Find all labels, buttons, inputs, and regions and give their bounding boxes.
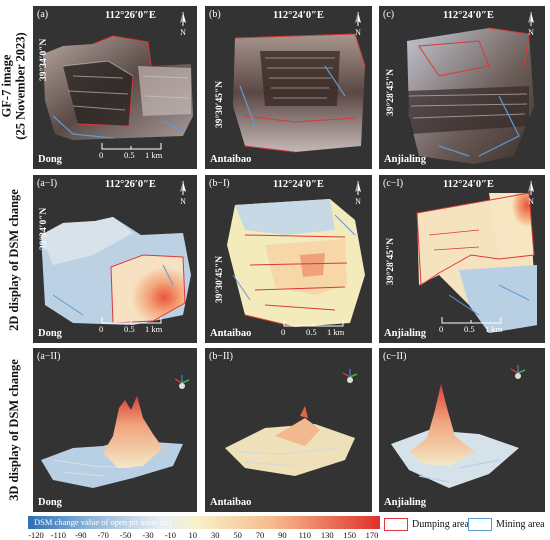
panel-a-3d: (a−II) Dong — [33, 348, 197, 512]
site-name: Dong — [38, 328, 62, 339]
dumping-label: Dumping area — [412, 519, 469, 530]
dsm-2d-map-antaibao — [227, 199, 365, 328]
legend-tick: -120 — [28, 530, 44, 540]
panel-c-gf7: (c) 112°24′0″E 39°28′45″N N Anjialing — [379, 6, 545, 169]
site-name: Antaibao — [210, 328, 252, 339]
legend-tick: -110 — [50, 530, 67, 540]
panel-label: (a−II) — [37, 351, 61, 362]
longitude-label: 112°26′0″E — [105, 179, 156, 190]
gf7-image-anjialing — [407, 27, 534, 164]
row-label-2d: 2D display of DSM change — [7, 189, 21, 331]
color-ramp-legend — [28, 516, 380, 529]
scale-bar: 0 0.5 1 km — [439, 317, 503, 339]
panel-c-2d: (c−I) 112°24′0″E 39°28′45″N N 0 0.5 1 km… — [379, 175, 545, 343]
site-name: Antaibao — [210, 497, 252, 508]
svg-text:N: N — [355, 197, 361, 205]
legend-ticks: -120 -110 -90 -70 -50 -30 -10 10 30 50 70 90 110 130 1… — [28, 530, 380, 540]
dsm-3d-view-anjialing — [391, 384, 519, 488]
north-arrow-icon: N — [180, 12, 186, 36]
panel-b-3d: (b−II) Antaibao — [205, 348, 372, 512]
legend-tick: -90 — [75, 530, 87, 540]
panel-label: (c) — [383, 9, 395, 20]
legend-dumping-area: Dumping area — [384, 518, 469, 531]
axis-gizmo-icon — [342, 369, 358, 383]
scale-bar: 0 0.5 1 km — [99, 143, 163, 165]
site-name: Antaibao — [210, 154, 252, 165]
longitude-label: 112°24′0″E — [273, 10, 324, 21]
panel-b-gf7: (b) 112°24′0″E 39°30′45″N N Antaibao — [205, 6, 372, 169]
panel-label: (b) — [209, 9, 221, 20]
gf7-image-antaibao — [233, 33, 366, 153]
row-label-3d: 3D display of DSM change — [7, 359, 21, 501]
dsm-2d-map-anjialing — [416, 192, 537, 333]
svg-text:N: N — [355, 28, 361, 36]
legend-tick: -30 — [142, 530, 154, 540]
svg-text:N: N — [180, 28, 186, 36]
site-name: Dong — [38, 154, 62, 165]
legend-tick: 130 — [320, 530, 334, 540]
legend-tick: 50 — [233, 530, 242, 540]
longitude-label: 112°26′0″E — [105, 10, 156, 21]
axis-gizmo-icon — [174, 375, 190, 389]
mining-label: Mining area — [496, 519, 545, 530]
panel-label: (c−I) — [383, 178, 404, 189]
dumping-swatch — [384, 518, 408, 531]
row-label-gf7: GF-7 image (25 November 2023) — [0, 32, 29, 140]
svg-text:N: N — [180, 197, 186, 205]
panel-a-2d: (a−I) 112°26′0″E 39°34′0″N N 0 0.5 1 km … — [33, 175, 197, 343]
legend-tick: 170 — [365, 530, 379, 540]
legend-tick: 90 — [278, 530, 287, 540]
site-name: Dong — [38, 497, 62, 508]
north-arrow-icon: N — [528, 181, 534, 205]
panel-a-gf7: (a) 112°26′0″E 39°34′0″N N 0 0.5 1 km Do… — [33, 6, 197, 169]
legend-tick: 110 — [298, 530, 312, 540]
legend-title: DSM change value of open pit mine (m) — [34, 517, 172, 527]
north-arrow-icon: N — [355, 181, 361, 205]
latitude-label: 39°28′45″N — [386, 68, 396, 116]
svg-text:N: N — [528, 28, 534, 36]
legend-mining-area: Mining area — [468, 518, 545, 531]
gf7-image-dong — [43, 35, 193, 140]
latitude-label: 39°28′45″N — [386, 237, 396, 285]
axis-gizmo-icon — [510, 365, 526, 379]
longitude-label: 112°24′0″E — [443, 179, 494, 190]
panel-label: (a) — [37, 9, 49, 20]
panel-label: (c−II) — [383, 351, 407, 362]
mining-swatch — [468, 518, 492, 531]
svg-text:N: N — [528, 197, 534, 205]
longitude-label: 112°24′0″E — [443, 10, 494, 21]
north-arrow-icon: N — [180, 181, 186, 205]
panel-label: (b−II) — [209, 351, 233, 362]
legend-tick: 10 — [188, 530, 198, 540]
panel-label: (b−I) — [209, 178, 230, 189]
panel-label: (a−I) — [37, 178, 58, 189]
latitude-label: 39°34′0″N — [39, 207, 49, 250]
scale-bar: 0 0.5 1 km — [281, 320, 345, 342]
site-name: Anjialing — [384, 497, 427, 508]
latitude-label: 39°34′0″N — [39, 38, 49, 81]
site-name: Anjialing — [384, 154, 427, 165]
dsm-3d-view-antaibao — [225, 406, 355, 476]
north-arrow-icon: N — [528, 12, 534, 36]
site-name: Anjialing — [384, 328, 427, 339]
dsm-3d-view-dong — [41, 396, 183, 488]
latitude-label: 39°30′45″N — [215, 255, 225, 303]
legend-tick: -10 — [164, 530, 177, 540]
legend-tick: 30 — [210, 530, 220, 540]
panel-b-2d: (b−I) 112°24′0″E 39°30′45″N N 0 0.5 1 km… — [205, 175, 372, 343]
panel-c-3d: (c−II) Anjialing — [379, 348, 545, 512]
legend-tick: -70 — [97, 530, 109, 540]
legend-tick: -50 — [119, 530, 132, 540]
scale-bar: 0 0.5 1 km — [99, 317, 163, 339]
latitude-label: 39°30′45″N — [215, 80, 225, 128]
dsm-2d-map-dong — [41, 217, 191, 325]
longitude-label: 112°24′0″E — [273, 179, 324, 190]
legend-tick: 150 — [343, 530, 356, 540]
north-arrow-icon: N — [355, 12, 361, 36]
legend-tick: 70 — [255, 530, 265, 540]
